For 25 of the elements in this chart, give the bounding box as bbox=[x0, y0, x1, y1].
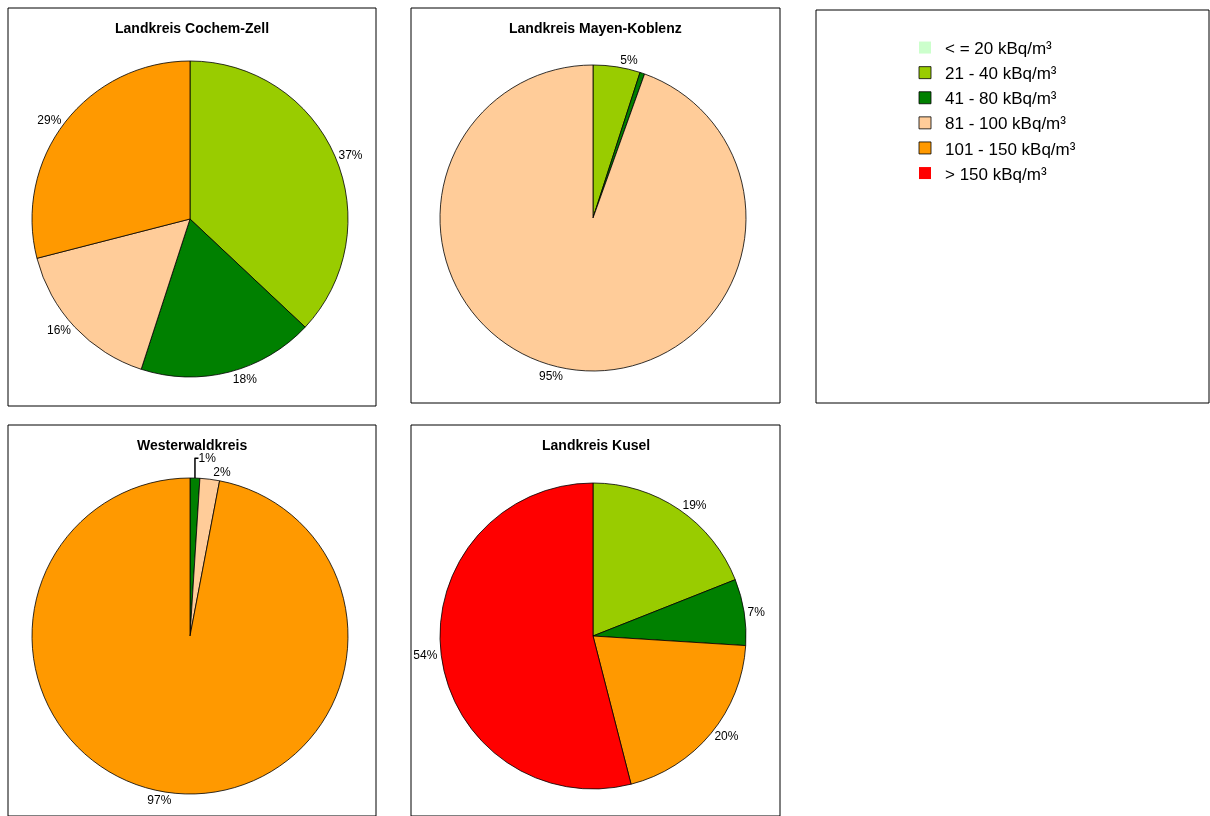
legend-label: > 150 kBq/m³ bbox=[945, 164, 1047, 184]
legend-label: 81 - 100 kBq/m³ bbox=[945, 114, 1067, 134]
data-label: 18% bbox=[232, 371, 258, 386]
legend-label: 21 - 40 kBq/m³ bbox=[945, 64, 1057, 84]
chart-title: Westerwaldkreis bbox=[137, 437, 248, 453]
data-label: 1% bbox=[198, 451, 217, 466]
data-label: 5% bbox=[620, 53, 638, 68]
data-label: 29% bbox=[37, 112, 62, 127]
legend-label: 101 - 150 kBq/m³ bbox=[945, 139, 1076, 159]
data-label: 7% bbox=[747, 604, 766, 619]
data-label: 54% bbox=[413, 648, 438, 663]
data-label: 95% bbox=[538, 368, 564, 383]
data-label: 2% bbox=[213, 465, 231, 480]
data-label: 16% bbox=[46, 323, 72, 338]
data-label: 20% bbox=[714, 729, 739, 744]
chart-title: Landkreis Cochem-Zell bbox=[115, 20, 270, 36]
chart-title: Landkreis Mayen-Koblenz bbox=[509, 20, 682, 36]
legend-label: < = 20 kBq/m³ bbox=[945, 39, 1053, 59]
data-label: 37% bbox=[338, 148, 363, 163]
pie-slice bbox=[439, 64, 747, 372]
data-label: 19% bbox=[682, 497, 707, 512]
data-label: 97% bbox=[147, 793, 172, 808]
pie-slice bbox=[31, 477, 349, 795]
legend-label: 41 - 80 kBq/m³ bbox=[945, 89, 1057, 109]
chart-title: Landkreis Kusel bbox=[542, 437, 651, 453]
